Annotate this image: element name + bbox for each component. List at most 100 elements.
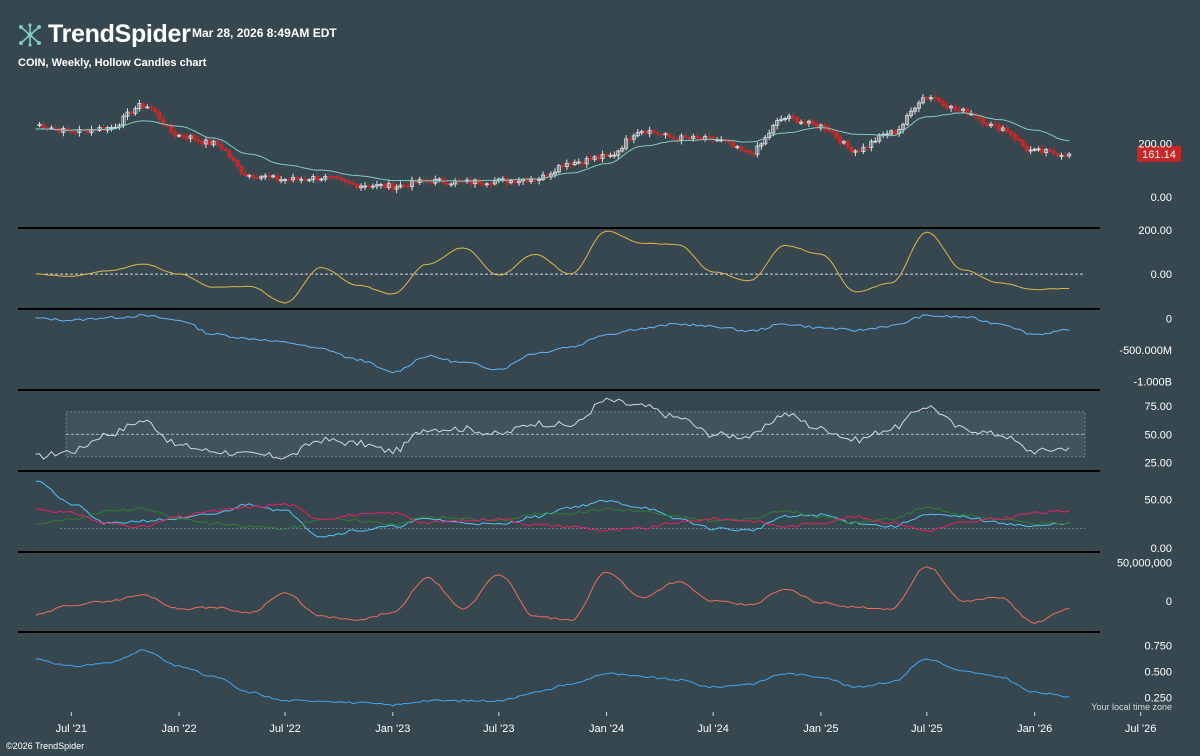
candle-body — [932, 97, 937, 100]
candle-body — [287, 179, 292, 182]
candle-body — [580, 161, 585, 165]
candle-body — [763, 137, 768, 145]
candle-body — [1051, 150, 1056, 154]
candle-body — [711, 136, 716, 141]
candle-body — [707, 136, 712, 138]
candle-body — [683, 135, 688, 138]
candle-body — [631, 135, 636, 140]
volume-y-tick-label: 0 — [1166, 596, 1172, 608]
volatility-line — [35, 649, 1070, 707]
candle-body — [1012, 133, 1017, 140]
candle-body — [529, 179, 534, 183]
candle-body — [192, 135, 197, 141]
volatility-y-tick-label: 0.750 — [1144, 640, 1172, 652]
candle-body — [687, 136, 692, 139]
candle-body — [560, 165, 565, 168]
candle-body — [177, 134, 182, 137]
x-axis-tick-label: Jul '26 — [1125, 723, 1156, 735]
candle-body — [624, 138, 629, 149]
candle-body — [267, 175, 272, 178]
candle-body — [235, 160, 240, 167]
candle-body — [73, 131, 78, 134]
brand-logo: TrendSpider — [18, 20, 191, 49]
candle-body — [37, 124, 42, 127]
candle-body — [981, 118, 986, 124]
candle-body — [533, 179, 538, 182]
candle-body — [853, 150, 858, 153]
candle-body — [421, 178, 426, 181]
candle-body — [924, 97, 929, 100]
candle-body — [564, 162, 569, 167]
candle-body — [157, 111, 162, 120]
candle-body — [755, 145, 760, 155]
candle-body — [169, 124, 174, 133]
candle-body — [275, 175, 280, 181]
candle-body — [568, 162, 573, 165]
candle-body — [639, 130, 644, 134]
x-axis-tick-label: Jul '24 — [697, 723, 728, 735]
adx-y-tick-label: 0.00 — [1151, 543, 1172, 555]
candle-body — [307, 179, 312, 182]
x-axis-tick-label: Jan '26 — [1017, 723, 1052, 735]
candle-body — [592, 156, 597, 160]
adx-y-tick-label: 50.00 — [1144, 494, 1172, 506]
candle-body — [251, 174, 256, 179]
trendspider-logo-icon — [19, 22, 41, 47]
candle-body — [1000, 127, 1005, 131]
rsi-line — [35, 397, 1070, 460]
candle-body — [873, 140, 878, 143]
candle-body — [196, 139, 201, 142]
candle-body — [200, 140, 205, 145]
candle-body — [735, 146, 740, 149]
candle-body — [751, 152, 756, 155]
candle-body — [787, 115, 792, 119]
candle-body — [1047, 149, 1052, 152]
candle-body — [841, 141, 846, 144]
candle-body — [378, 184, 383, 186]
candle-body — [315, 176, 320, 181]
candle-body — [347, 181, 352, 184]
candle-body — [699, 137, 704, 140]
candle-body — [584, 158, 589, 165]
candle-body — [161, 118, 166, 126]
candle-body — [409, 179, 414, 187]
candle-body — [255, 177, 260, 180]
candle-body — [69, 130, 74, 133]
candle-body — [627, 138, 632, 141]
candle-body — [105, 127, 110, 131]
candle-body — [398, 184, 403, 188]
candle-body — [366, 185, 371, 188]
candle-body — [576, 161, 581, 164]
copyright: ©2026 TrendSpider — [6, 741, 85, 751]
candle-body — [635, 132, 640, 137]
candle-body — [512, 180, 517, 184]
candle-body — [311, 176, 316, 181]
candle-body — [109, 126, 114, 129]
candle-body — [771, 124, 776, 134]
candle-body — [556, 165, 561, 173]
volume-y-tick-label: 50,000,000 — [1117, 558, 1172, 570]
candle-body — [845, 141, 850, 148]
candle-body — [343, 179, 348, 183]
candle-body — [504, 178, 509, 184]
candle-body — [655, 132, 660, 135]
last-price-badge — [1137, 145, 1181, 162]
oscillator-line — [35, 230, 1070, 304]
obv-line — [35, 314, 1070, 374]
candle-body — [985, 123, 990, 127]
candle-body — [525, 178, 530, 183]
candle-body — [600, 154, 605, 159]
candle-body — [810, 120, 815, 125]
candle-body — [508, 180, 513, 184]
candle-body — [141, 103, 146, 108]
brand-name: TrendSpider — [48, 20, 191, 48]
candle-body — [263, 175, 268, 178]
obv-y-tick-label: -1.000B — [1133, 377, 1172, 389]
price-y-tick-label: 0.00 — [1151, 192, 1172, 204]
candle-body — [909, 110, 914, 116]
candle-body — [188, 135, 193, 139]
candle-body — [469, 179, 474, 185]
candle-body — [537, 179, 542, 181]
candle-body — [374, 184, 379, 187]
